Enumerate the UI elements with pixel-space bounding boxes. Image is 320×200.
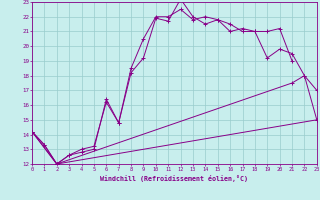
X-axis label: Windchill (Refroidissement éolien,°C): Windchill (Refroidissement éolien,°C)	[100, 175, 248, 182]
